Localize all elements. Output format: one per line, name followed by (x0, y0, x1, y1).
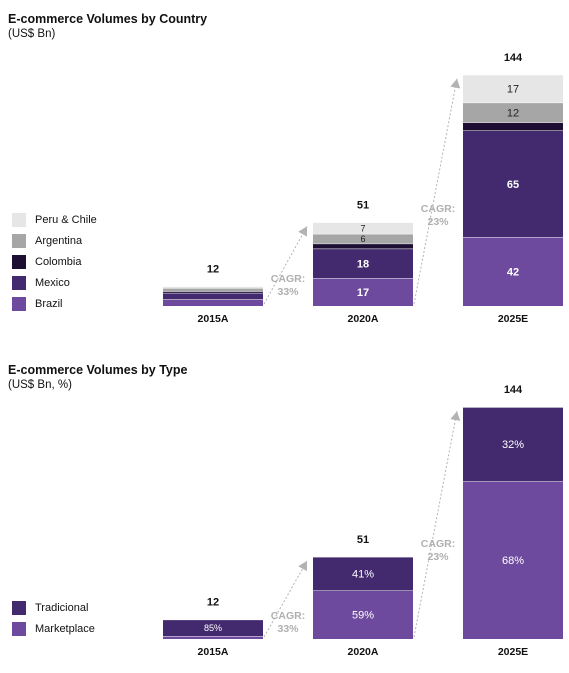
cagr-value: 33% (277, 286, 299, 298)
bar-segment-argentina-2025e (463, 102, 563, 123)
data-label-argentina-2025e: 12 (507, 107, 519, 119)
bar-segment-marketplace-2020a (313, 590, 413, 639)
bar-segment-brazil-2020a (313, 278, 413, 306)
bar-segment-mexico-2015a (163, 292, 263, 300)
legend-label: Mexico (35, 277, 70, 289)
legend-item-brazil: Brazil (12, 297, 63, 311)
legend-label: Argentina (35, 235, 83, 247)
bar-segment-peru-chile-2015a (163, 286, 263, 288)
cagr-arrow-line (263, 560, 308, 638)
data-label-tradicional-2020a: 41% (352, 569, 374, 581)
cagr-arrow-head (298, 560, 307, 572)
bar-segment-argentina-2020a (313, 233, 413, 244)
cagr-arrow-line (413, 411, 458, 638)
bar-segment-marketplace-2015a (163, 636, 263, 639)
legend-label: Tradicional (35, 602, 89, 614)
total-label-2020a: 51 (357, 534, 369, 546)
bar-segment-brazil-2025e (463, 237, 563, 306)
legend-item-marketplace: Marketplace (12, 622, 95, 636)
data-label-marketplace-2020a: 59% (352, 610, 374, 622)
x-tick-label-2015a: 2015A (198, 646, 229, 658)
legend-label: Brazil (35, 298, 63, 310)
bar-segment-peru-chile-2020a (313, 222, 413, 234)
data-label-brazil-2020a: 17 (357, 287, 369, 299)
x-tick-label-2015a: 2015A (198, 313, 229, 325)
x-tick-label-2020a: 2020A (348, 313, 379, 325)
total-label-2020a: 51 (357, 199, 369, 211)
cagr-label: CAGR: (421, 203, 455, 215)
data-label-mexico-2025e: 65 (507, 179, 519, 191)
chart-subtitle: (US$ Bn, %) (8, 379, 72, 391)
cagr-value: 23% (427, 216, 449, 228)
bar-segment-tradicional-2025e (463, 407, 563, 482)
legend-item-mexico: Mexico (12, 276, 70, 290)
country-chart-plot: 12 2015A 17 18 67 51 2020A 42 65 12 17 144 2025E CAGR… (163, 52, 563, 325)
cagr-arrow-head (450, 78, 461, 89)
total-label-2025e: 144 (504, 384, 523, 396)
type-chart-plot: 85% 12 2015A 59% 41% 51 2020A 68% 32% 144 2025E CAG… (163, 384, 563, 658)
legend-swatch (12, 297, 26, 311)
legend-label: Peru & Chile (35, 214, 97, 226)
legend-swatch (12, 276, 26, 290)
legend-swatch (12, 234, 26, 248)
data-label-brazil-2025e: 42 (507, 267, 519, 279)
legend-item-peru-chile: Peru & Chile (12, 213, 97, 227)
bar-segment-peru-chile-2025e (463, 74, 563, 103)
cagr-value: 33% (277, 623, 299, 635)
bar-segment-tradicional-2020a (313, 556, 413, 591)
legend-swatch (12, 213, 26, 227)
legend-swatch (12, 622, 26, 636)
total-label-2025e: 144 (504, 52, 523, 64)
x-tick-label-2025e: 2025E (498, 646, 528, 658)
cagr-arrow-head (450, 411, 461, 421)
data-label-tradicional-2025e: 32% (502, 439, 524, 451)
legend-label: Colombia (35, 256, 82, 268)
bar-segment-colombia-2020a (313, 243, 413, 249)
bar-segment-argentina-2015a (163, 287, 263, 292)
data-label-tradicional-2015a: 85% (204, 623, 222, 633)
legend-label: Marketplace (35, 623, 95, 635)
cagr-label: CAGR: (271, 273, 305, 285)
total-label-2015a: 12 (207, 597, 219, 609)
bar-segment-mexico-2025e (463, 130, 563, 238)
cagr-arrow-line (413, 78, 458, 305)
chart-subtitle: (US$ Bn) (8, 28, 56, 40)
data-label-peru-chile-2025e: 17 (507, 84, 519, 96)
data-label-peru-chile-2020a: 7 (360, 223, 365, 233)
bar-segment-colombia-2015a (163, 291, 263, 293)
bar-segment-mexico-2020a (313, 248, 413, 279)
bar-segment-tradicional-2015a (163, 619, 263, 637)
x-tick-label-2020a: 2020A (348, 646, 379, 658)
legend-swatch (12, 601, 26, 615)
legend-item-argentina: Argentina (12, 234, 82, 248)
cagr-value: 23% (427, 551, 449, 563)
legend-item-tradicional: Tradicional (12, 601, 88, 615)
data-label-argentina-2020a: 6 (360, 234, 365, 244)
data-label-mexico-2020a: 18 (357, 258, 369, 270)
chart-title: E-commerce Volumes by Country (8, 12, 208, 26)
cagr-arrow-head (298, 226, 308, 237)
total-label-2015a: 12 (207, 263, 219, 275)
cagr-label: CAGR: (271, 610, 305, 622)
legend-item-colombia: Colombia (12, 255, 81, 269)
x-tick-label-2025e: 2025E (498, 313, 528, 325)
data-label-marketplace-2025e: 68% (502, 555, 524, 567)
cagr-arrow-line (263, 226, 308, 305)
bar-segment-colombia-2025e (463, 122, 563, 131)
bar-segment-brazil-2015a (163, 299, 263, 306)
legend-swatch (12, 255, 26, 269)
cagr-label: CAGR: (421, 538, 455, 550)
chart-title: E-commerce Volumes by Type (8, 363, 188, 377)
bar-segment-marketplace-2025e (463, 481, 563, 639)
